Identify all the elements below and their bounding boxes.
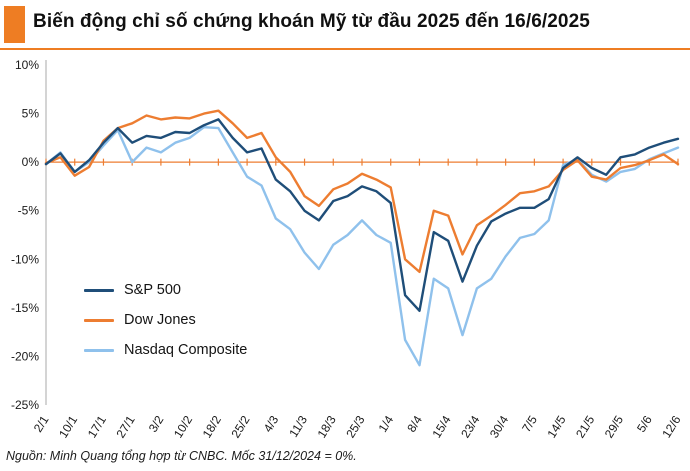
svg-text:8/4: 8/4 <box>404 413 425 435</box>
legend-label-nasdaq: Nasdaq Composite <box>124 342 248 358</box>
svg-text:12/6: 12/6 <box>659 413 683 441</box>
svg-text:18/3: 18/3 <box>315 413 339 441</box>
svg-text:5%: 5% <box>22 107 40 121</box>
svg-text:10/1: 10/1 <box>56 413 80 441</box>
nasdaq-line-swatch <box>84 348 114 352</box>
chart-legend: S&P 500 Dow Jones Nasdaq Composite <box>84 282 247 358</box>
svg-text:27/1: 27/1 <box>113 413 137 441</box>
svg-text:-10%: -10% <box>11 252 39 266</box>
svg-text:1/4: 1/4 <box>376 413 397 435</box>
svg-text:25/3: 25/3 <box>343 413 367 441</box>
svg-text:2/1: 2/1 <box>31 413 52 435</box>
source-note: Nguồn: Minh Quang tổng hợp từ CNBC. Mốc … <box>6 449 357 463</box>
legend-label-dow-jones: Dow Jones <box>124 312 196 328</box>
sp500-line-swatch <box>84 288 114 292</box>
svg-text:25/2: 25/2 <box>228 413 252 441</box>
header-divider <box>0 48 690 50</box>
line-chart: 10% 5% 0% -5% -10% -15% -20% -25%2/1 10/1 17/1 27/… <box>11 58 684 441</box>
svg-text:14/5: 14/5 <box>544 413 568 441</box>
svg-text:0%: 0% <box>22 155 40 169</box>
svg-text:18/2: 18/2 <box>200 413 224 441</box>
legend-item-sp500: S&P 500 <box>84 282 247 298</box>
svg-text:-20%: -20% <box>11 349 39 363</box>
svg-text:30/4: 30/4 <box>487 413 511 441</box>
svg-text:11/3: 11/3 <box>286 413 310 440</box>
svg-text:-25%: -25% <box>11 398 39 412</box>
chart-area: 10% 5% 0% -5% -10% -15% -20% -25% 2/1 10/1 17/1 27/… <box>0 50 690 450</box>
chart-header: Biến động chỉ số chứng khoán Mỹ từ đầu 2… <box>0 0 690 48</box>
svg-text:4/3: 4/3 <box>261 413 282 435</box>
svg-text:10/2: 10/2 <box>171 413 195 441</box>
legend-item-nasdaq: Nasdaq Composite <box>84 342 247 358</box>
svg-text:-15%: -15% <box>11 301 39 315</box>
svg-text:17/1: 17/1 <box>85 413 109 441</box>
svg-text:15/4: 15/4 <box>429 413 453 441</box>
orange-accent-square <box>4 6 25 43</box>
svg-text:21/5: 21/5 <box>573 413 597 441</box>
svg-text:23/4: 23/4 <box>458 413 482 441</box>
svg-text:10%: 10% <box>15 58 39 72</box>
dow-jones-line-swatch <box>84 318 114 322</box>
svg-text:-5%: -5% <box>18 204 40 218</box>
legend-item-dow-jones: Dow Jones <box>84 312 247 328</box>
svg-text:7/5: 7/5 <box>519 413 540 435</box>
svg-text:3/2: 3/2 <box>146 413 167 435</box>
svg-text:29/5: 29/5 <box>602 413 626 441</box>
page-title: Biến động chỉ số chứng khoán Mỹ từ đầu 2… <box>33 11 590 32</box>
legend-label-sp500: S&P 500 <box>124 282 181 298</box>
svg-text:5/6: 5/6 <box>634 413 655 435</box>
